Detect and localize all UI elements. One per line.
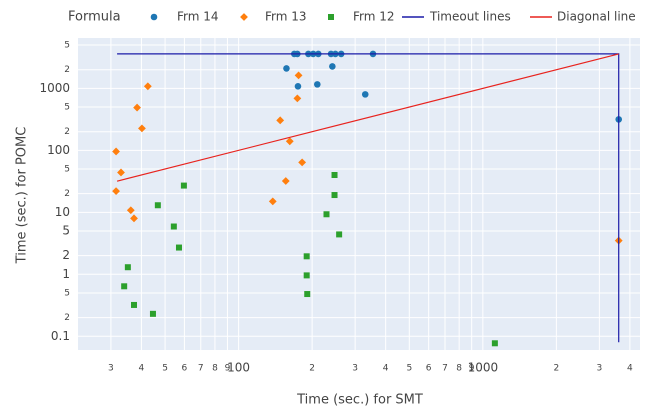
y-tick-label: 2 — [64, 127, 70, 137]
point — [336, 231, 343, 238]
grid — [78, 38, 640, 350]
point — [331, 192, 338, 199]
point — [112, 147, 120, 156]
point — [112, 187, 120, 195]
x-tick-label: 5 — [162, 364, 168, 374]
point — [117, 168, 125, 177]
x-tick-label: 1000 — [468, 361, 499, 375]
point — [281, 177, 290, 185]
point — [303, 253, 310, 260]
point — [149, 310, 156, 317]
point — [175, 244, 182, 251]
point — [294, 71, 303, 80]
point — [126, 206, 135, 215]
x-tick-label: 9 — [225, 364, 231, 374]
y-tick-label: 2 — [62, 248, 70, 262]
point — [285, 137, 294, 146]
legend-label: Diagonal line — [557, 10, 636, 24]
y-tick-label: 1000 — [39, 81, 70, 95]
x-tick-label: 6 — [182, 364, 188, 374]
x-tick-label: 3 — [108, 364, 114, 374]
point — [180, 182, 187, 189]
point — [298, 158, 307, 167]
x-axis-title: Time (sec.) for SMT — [296, 393, 423, 408]
y-tick-label: 5 — [64, 164, 70, 174]
point — [130, 214, 138, 223]
point — [124, 264, 131, 271]
y-tick-label: 2 — [64, 65, 70, 75]
point — [361, 91, 369, 98]
x-tick-label: 4 — [383, 364, 389, 374]
point — [304, 291, 311, 298]
point — [154, 202, 161, 209]
marks — [112, 50, 623, 347]
point — [314, 81, 321, 88]
point — [293, 94, 302, 103]
point — [133, 103, 141, 112]
x-tick-label: 9 — [469, 364, 475, 374]
point — [491, 340, 498, 347]
point — [138, 124, 146, 133]
x-tick-label: 4 — [627, 364, 633, 374]
y-tick-label: 5 — [62, 223, 70, 237]
y-tick-label: 0.1 — [51, 329, 70, 343]
legend-swatch — [328, 14, 334, 20]
point — [131, 301, 138, 308]
x-tick-label: 6 — [426, 364, 432, 374]
point — [121, 283, 128, 290]
x-tick-label: 2 — [554, 364, 560, 374]
line — [117, 53, 620, 343]
legend-label: Timeout lines — [429, 10, 511, 24]
legend-swatch — [240, 13, 248, 21]
x-tick-label: 5 — [406, 364, 412, 374]
point — [303, 272, 310, 279]
point — [170, 223, 177, 230]
x-tick-label: 100 — [227, 361, 250, 375]
point — [329, 63, 336, 70]
point — [268, 197, 277, 206]
x-tick-label: 4 — [139, 364, 145, 374]
legend-label: Frm 14 — [177, 10, 219, 24]
y-tick-label: 2 — [64, 313, 70, 323]
legend-label: Frm 13 — [265, 10, 307, 24]
x-tick-label: 8 — [212, 364, 218, 374]
x-tick-label: 7 — [442, 364, 448, 374]
x-tick-label: 3 — [352, 364, 358, 374]
line — [116, 53, 619, 182]
point — [143, 82, 152, 91]
x-tick-label: 3 — [597, 364, 603, 374]
y-tick-label: 10 — [55, 205, 70, 219]
legend-swatch — [150, 13, 158, 21]
point — [283, 65, 290, 72]
y-tick-label: 1 — [62, 267, 70, 281]
point — [323, 211, 330, 218]
y-tick-label: 100 — [47, 143, 70, 157]
point — [331, 172, 338, 179]
x-tick-label: 8 — [456, 364, 462, 374]
y-tick-label: 2 — [64, 189, 70, 199]
x-tick-label: 7 — [198, 364, 204, 374]
x-tick-label: 2 — [309, 364, 315, 374]
point — [294, 83, 302, 90]
y-tick-label: 5 — [64, 103, 70, 113]
point — [276, 116, 285, 125]
y-tick-label: 5 — [64, 288, 70, 298]
legend-label: Frm 12 — [353, 10, 395, 24]
legend-title: Formula — [68, 10, 121, 25]
y-tick-label: 5 — [64, 41, 70, 51]
y-axis-title: Time (sec.) for POMC — [15, 127, 30, 265]
